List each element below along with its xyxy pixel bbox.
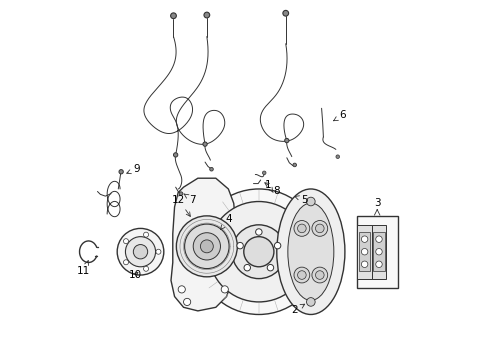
Circle shape: [306, 298, 314, 306]
Text: 3: 3: [373, 198, 380, 208]
Circle shape: [143, 232, 148, 237]
Circle shape: [262, 171, 265, 175]
Circle shape: [125, 237, 155, 267]
Text: 7: 7: [183, 194, 195, 205]
Circle shape: [123, 260, 128, 265]
Circle shape: [208, 202, 308, 302]
Circle shape: [311, 267, 327, 283]
Bar: [372, 232, 384, 271]
Circle shape: [183, 298, 190, 306]
Text: 4: 4: [220, 215, 231, 230]
Circle shape: [200, 240, 213, 253]
Circle shape: [375, 248, 382, 255]
Circle shape: [156, 249, 161, 254]
Text: 12: 12: [172, 195, 190, 216]
Circle shape: [179, 192, 183, 195]
Circle shape: [293, 221, 309, 236]
Bar: [357, 225, 371, 279]
Bar: [371, 225, 386, 279]
Circle shape: [173, 153, 178, 157]
Circle shape: [203, 12, 209, 18]
Circle shape: [196, 189, 321, 315]
Circle shape: [292, 163, 296, 167]
Circle shape: [236, 242, 243, 249]
Circle shape: [133, 244, 147, 259]
Circle shape: [335, 155, 339, 158]
Circle shape: [375, 236, 382, 242]
Polygon shape: [171, 178, 235, 311]
Circle shape: [361, 261, 367, 267]
Text: 11: 11: [77, 261, 90, 276]
Circle shape: [297, 271, 305, 279]
Circle shape: [306, 197, 314, 206]
Text: 8: 8: [264, 183, 280, 196]
Circle shape: [274, 242, 280, 249]
Circle shape: [315, 271, 324, 279]
Text: 1: 1: [264, 180, 273, 193]
Circle shape: [297, 224, 305, 233]
Circle shape: [361, 248, 367, 255]
Circle shape: [170, 13, 176, 19]
Circle shape: [375, 261, 382, 267]
Ellipse shape: [276, 189, 344, 315]
Circle shape: [123, 239, 128, 244]
Circle shape: [293, 267, 309, 283]
Circle shape: [184, 224, 228, 269]
Circle shape: [143, 266, 148, 271]
Circle shape: [176, 216, 237, 277]
Text: 2: 2: [291, 304, 304, 315]
Circle shape: [193, 233, 220, 260]
Ellipse shape: [287, 203, 333, 300]
Circle shape: [282, 10, 288, 16]
Circle shape: [178, 286, 185, 293]
Circle shape: [244, 265, 250, 271]
Text: 9: 9: [126, 164, 140, 174]
Circle shape: [315, 224, 324, 233]
Circle shape: [255, 229, 262, 235]
Circle shape: [361, 236, 367, 242]
Circle shape: [311, 221, 327, 236]
Circle shape: [244, 237, 273, 267]
Circle shape: [117, 228, 163, 275]
Circle shape: [231, 225, 285, 279]
Circle shape: [209, 167, 213, 171]
Text: 5: 5: [294, 195, 307, 205]
Circle shape: [221, 286, 228, 293]
Circle shape: [203, 142, 207, 146]
Text: 10: 10: [128, 270, 142, 280]
Bar: [356, 216, 397, 288]
Circle shape: [284, 138, 288, 143]
Circle shape: [119, 170, 123, 174]
Circle shape: [266, 265, 273, 271]
Text: 6: 6: [333, 111, 345, 121]
Bar: [358, 232, 369, 271]
